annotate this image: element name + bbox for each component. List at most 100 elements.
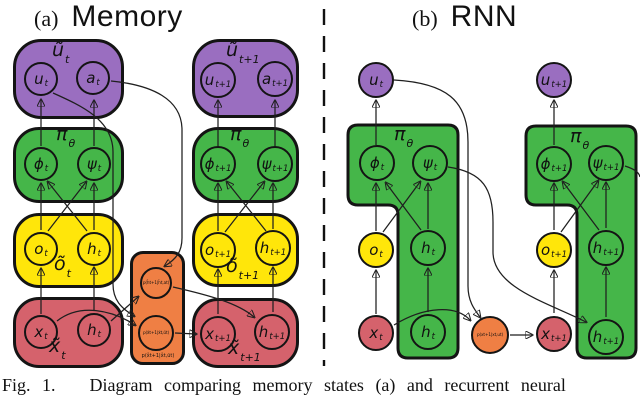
node-label: a: [261, 69, 272, 88]
node-label-sub: t+1: [551, 163, 568, 174]
memory-node-psi-t1: ψ t+1: [257, 146, 293, 182]
node-label: h: [259, 238, 270, 257]
label-sub: θ: [242, 137, 250, 150]
node-label: a: [86, 68, 96, 87]
memory-t-xblk-label: x̃ t: [49, 337, 66, 362]
label-sub: θ: [582, 139, 590, 152]
node-label-sub: t: [433, 162, 438, 173]
memory-node-a-t1: a t+1: [257, 61, 293, 97]
memory-node-p-x: p(x̃t+1|x̃t,ũt): [138, 315, 174, 351]
label-sub: t+1: [238, 269, 260, 282]
memory-node-phi-t1: ϕ t+1: [200, 146, 236, 182]
node-label: x: [369, 323, 379, 342]
panel-a-header: (a) Memory: [34, 0, 183, 34]
rnn-node-x-t1: x t+1: [536, 316, 572, 352]
node-label-sub: t: [44, 78, 48, 89]
node-label: x: [34, 322, 44, 341]
label-sub: t+1: [239, 53, 260, 66]
rnn-node-hb-t1: h t+1: [588, 319, 624, 355]
node-label: o: [540, 240, 551, 259]
panel-b-title: RNN: [450, 0, 518, 33]
node-label: p(h̃t+1|h̃t,at): [142, 279, 170, 285]
label-sub: t: [66, 267, 71, 280]
node-label: p(xt+1|xt,ut): [476, 331, 504, 337]
memory-node-u-t1: u t+1: [200, 62, 236, 98]
node-label-sub: t+1: [551, 249, 568, 260]
node-label-sub: t: [96, 77, 100, 88]
memory-t1-ublk-label: ũ t+1: [226, 39, 260, 66]
node-label-sub: t+1: [551, 79, 568, 90]
caption-text: Diagram comparing memory states (a) and …: [89, 375, 566, 395]
node-label: ψ: [422, 153, 433, 172]
label-sub: t: [65, 53, 70, 66]
memory-node-hx-t1: h t+1: [254, 314, 290, 350]
label-base: π: [570, 125, 582, 147]
memory-transition-label: p(x̃t+1|x̃t,ũt): [141, 353, 175, 359]
label-sub: t+1: [240, 351, 261, 364]
node-label: x: [541, 324, 550, 343]
node-label: ϕ: [540, 154, 551, 173]
label-sub: t: [61, 349, 66, 362]
node-label-sub: t+1: [603, 336, 620, 347]
node-label: x: [205, 324, 214, 343]
label-base: ũ: [226, 39, 239, 61]
node-label-sub: t+1: [272, 78, 289, 89]
node-label: h: [592, 238, 603, 257]
figure-caption: Fig. 1. Diagram comparing memory states (…: [2, 375, 639, 396]
node-label: o: [369, 240, 379, 259]
node-label-sub: t+1: [269, 331, 286, 342]
node-label-sub: t+1: [215, 333, 231, 344]
node-label-sub: t+1: [551, 333, 567, 344]
node-label: ϕ: [33, 154, 44, 173]
memory-t1-xblk-label: x̃ t+1: [228, 337, 261, 364]
node-label-sub: t: [97, 163, 102, 174]
panel-b-tag: (b): [412, 6, 438, 31]
node-label: u: [204, 70, 215, 89]
node-label-sub: t: [431, 247, 435, 258]
rnn-node-u-t1: u t+1: [536, 62, 572, 98]
node-label-sub: t: [97, 248, 101, 259]
node-label: p(x̃t+1|x̃t,ũt): [142, 329, 170, 335]
label-sub: θ: [406, 137, 414, 150]
label-base: õ: [54, 253, 66, 275]
node-label-sub: t: [97, 329, 101, 340]
node-label-sub: t: [44, 331, 48, 342]
node-label: h: [421, 322, 431, 341]
node-label: o: [204, 240, 215, 259]
node-label-sub: t: [379, 79, 383, 90]
node-label-sub: t: [44, 163, 49, 174]
node-label-sub: t: [44, 248, 48, 259]
node-label: h: [258, 322, 269, 341]
node-label-sub: t+1: [603, 162, 620, 173]
label-base: x̃: [228, 337, 240, 359]
node-label: u: [540, 70, 551, 89]
rnn-node-phi-t1: ϕ t+1: [536, 146, 572, 182]
node-label-sub: t: [379, 332, 383, 343]
node-label-sub: t: [431, 331, 435, 342]
node-label: ψ: [592, 153, 603, 172]
rnn-node-o-t1: o t+1: [536, 232, 572, 268]
node-label: h: [87, 239, 97, 258]
label-base: π: [56, 123, 68, 145]
node-label: ψ: [261, 154, 272, 173]
node-label-sub: t+1: [215, 79, 232, 90]
node-label: u: [369, 70, 379, 89]
label-base: π: [230, 123, 242, 145]
rnn-node-h-t1: h t+1: [588, 230, 624, 266]
node-label-sub: t: [379, 249, 383, 260]
label-sub: θ: [68, 137, 76, 150]
node-label: ψ: [86, 154, 97, 173]
